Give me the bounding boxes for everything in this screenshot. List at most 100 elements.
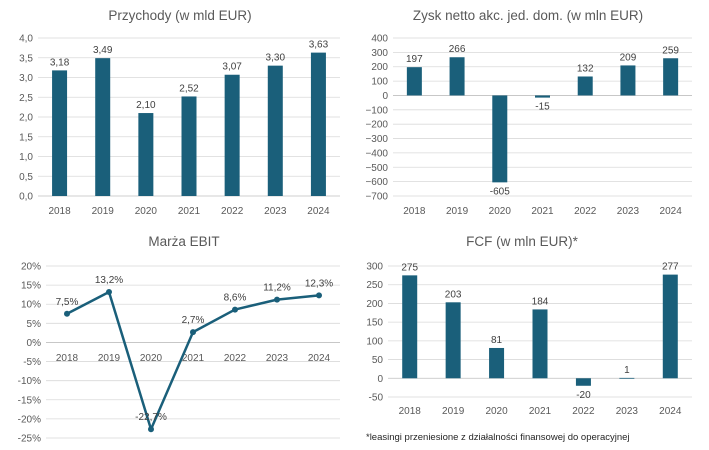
chart1-bar <box>52 70 68 196</box>
chart4-ytick-label: 250 <box>366 280 383 291</box>
chart2-bar <box>406 67 422 96</box>
footnote: *leasingi przeniesione z działalności fi… <box>366 432 630 443</box>
chart3-point <box>232 306 238 313</box>
chart2-bar <box>577 76 593 96</box>
chart2-title: Zysk netto akc. jed. dom. (w mln EUR) <box>413 8 643 23</box>
chart1-ytick-label: 1,0 <box>19 152 33 163</box>
chart1-xtick-label: 2021 <box>178 206 201 217</box>
chart4-data-label: 1 <box>624 365 630 376</box>
chart3-ytick-label: -25% <box>18 434 41 445</box>
chart4-bar <box>619 377 635 379</box>
chart4-ytick-label: 150 <box>366 318 383 329</box>
chart2-bar <box>620 65 636 96</box>
chart2-xtick-label: 2022 <box>574 206 597 217</box>
chart4-bar <box>402 275 418 379</box>
chart2-ytick-label: −700 <box>365 192 388 203</box>
chart4-ytick-label: 100 <box>366 336 383 347</box>
chart3-xtick-label: 2022 <box>224 353 247 364</box>
chart1-bar <box>267 65 283 197</box>
chart1-xtick-label: 2019 <box>92 206 115 217</box>
chart2-data-label: -605 <box>490 186 510 197</box>
chart2-data-label: 259 <box>662 45 679 56</box>
chart1-ytick-label: 0,5 <box>19 172 33 183</box>
chart2-ytick-label: 100 <box>371 77 388 88</box>
chart1-data-label: 2,52 <box>179 83 199 94</box>
chart4-data-label: -20 <box>576 390 591 401</box>
chart3-point <box>64 310 70 317</box>
chart1-data-label: 2,10 <box>136 100 156 111</box>
chart2-data-label: 266 <box>449 44 466 55</box>
chart2-ytick-label: −500 <box>365 163 388 174</box>
chart1-bar <box>310 52 326 196</box>
chart3-data-label: 8,6% <box>224 293 247 304</box>
chart3-ytick-label: 0% <box>27 338 42 349</box>
chart1-ytick-label: 1,5 <box>19 132 33 143</box>
chart4-xtick-label: 2019 <box>442 406 465 417</box>
chart4-data-label: 275 <box>401 262 418 273</box>
chart1-data-label: 3,30 <box>266 53 286 64</box>
chart4-title: FCF (w mln EUR)* <box>466 234 578 249</box>
chart1-ytick-label: 3,0 <box>19 73 33 84</box>
chart3-point <box>190 329 196 336</box>
chart3-data-label: 12,3% <box>305 278 333 289</box>
chart4-bar <box>575 378 591 386</box>
chart1-ytick-label: 3,5 <box>19 53 33 64</box>
chart2-ytick-label: −200 <box>365 120 388 131</box>
chart4-bar <box>489 347 505 379</box>
chart4-data-label: 203 <box>445 289 462 300</box>
chart1-xtick-label: 2024 <box>307 206 330 217</box>
chart1-ytick-label: 2,0 <box>19 113 33 124</box>
chart3-xtick-label: 2020 <box>140 353 163 364</box>
chart3-ytick-label: 5% <box>27 319 42 330</box>
chart1-bar <box>224 74 240 196</box>
chart2-data-label: 209 <box>620 52 637 63</box>
chart4-data-label: 277 <box>662 262 679 273</box>
chart3-title: Marża EBIT <box>148 234 219 249</box>
chart1-ytick-label: 4,0 <box>19 34 33 45</box>
chart2-ytick-label: −600 <box>365 177 388 188</box>
chart4-data-label: 184 <box>532 296 549 307</box>
chart2-data-label: 132 <box>577 63 594 74</box>
chart1-title: Przychody (w mld EUR) <box>108 8 251 23</box>
chart1-bar <box>95 58 111 196</box>
chart4-ytick-label: -50 <box>369 393 384 404</box>
chart2-xtick-label: 2019 <box>446 206 469 217</box>
chart3-data-label: 11,2% <box>263 283 291 294</box>
chart3-data-label: -22,7% <box>135 412 167 423</box>
chart2-ytick-label: −300 <box>365 134 388 145</box>
chart1-bar <box>181 96 197 196</box>
chart2-xtick-label: 2024 <box>660 206 683 217</box>
chart1-data-label: 3,49 <box>93 45 113 56</box>
chart4-ytick-label: 300 <box>366 262 383 273</box>
chart3-point <box>316 292 322 299</box>
chart4-xtick-label: 2024 <box>659 406 682 417</box>
chart2-bar <box>663 58 679 96</box>
chart3-xtick-label: 2023 <box>266 353 289 364</box>
chart3-ytick-label: -10% <box>18 376 41 387</box>
chart1-ytick-label: 2,5 <box>19 93 33 104</box>
chart3-xtick-label: 2021 <box>182 353 205 364</box>
chart2-bar <box>535 95 550 98</box>
chart4-xtick-label: 2023 <box>616 406 639 417</box>
chart3-ytick-label: 15% <box>21 281 41 292</box>
chart1-xtick-label: 2022 <box>221 206 244 217</box>
chart1-xtick-label: 2018 <box>48 206 71 217</box>
chart3-point <box>106 288 112 295</box>
chart4-ytick-label: 50 <box>372 355 384 366</box>
chart1-ytick-label: 0,0 <box>19 192 33 203</box>
chart2-bar <box>492 95 508 183</box>
chart4-bar <box>662 274 678 379</box>
chart3-data-label: 2,7% <box>182 315 205 326</box>
chart2-xtick-label: 2018 <box>403 206 426 217</box>
chart3-ytick-label: -5% <box>23 357 41 368</box>
chart3-ytick-label: -20% <box>18 414 41 425</box>
chart4-xtick-label: 2020 <box>485 406 508 417</box>
chart4-xtick-label: 2021 <box>529 406 552 417</box>
chart2-xtick-label: 2023 <box>617 206 640 217</box>
chart3-ytick-label: -15% <box>18 395 41 406</box>
chart3-data-label: 7,5% <box>56 297 79 308</box>
chart4-xtick-label: 2022 <box>572 406 595 417</box>
chart1-xtick-label: 2023 <box>264 206 287 217</box>
chart1-bar <box>138 113 154 196</box>
